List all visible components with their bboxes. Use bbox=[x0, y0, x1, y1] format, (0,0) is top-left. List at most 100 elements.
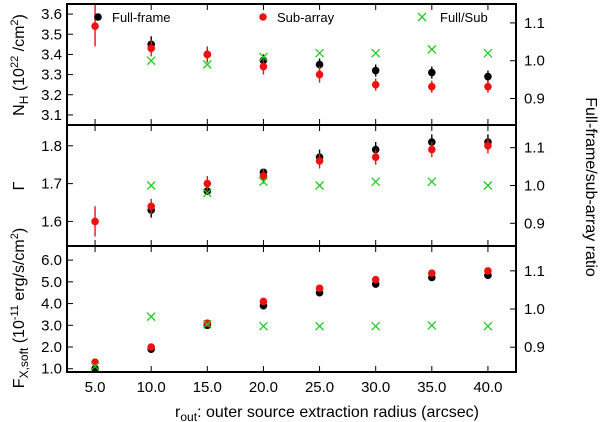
y-tick-label-flux: 4.0 bbox=[41, 296, 62, 313]
y-tick-label-nh: 3.5 bbox=[41, 26, 62, 43]
y-tick-label-flux: 5.0 bbox=[41, 274, 62, 291]
y-tick-label-nh: 3.2 bbox=[41, 87, 62, 104]
legend-marker-sub-array bbox=[259, 13, 267, 21]
data-point-ratio-stroke bbox=[202, 319, 212, 329]
data-point bbox=[203, 319, 212, 327]
legend-label-full-sub: Full/Sub bbox=[440, 10, 488, 25]
panel-nh: 3.1 3.2 3.3 3.4 3.5 3.6 0.9 1.0 1.1 bbox=[41, 3, 545, 126]
data-point bbox=[259, 297, 268, 306]
data-point bbox=[484, 267, 492, 275]
data-point-ratio-stroke bbox=[90, 361, 100, 371]
panel-frame-gamma bbox=[66, 124, 517, 247]
data-point bbox=[371, 153, 380, 161]
data-point bbox=[315, 60, 324, 69]
data-point bbox=[428, 82, 436, 91]
y-tick-label-flux: 3.0 bbox=[41, 317, 62, 334]
series-full-sub-gamma bbox=[146, 177, 493, 198]
series-full-frame-flux bbox=[91, 271, 492, 373]
data-point bbox=[484, 141, 492, 150]
data-point bbox=[91, 22, 99, 30]
panel-frame-flux bbox=[66, 245, 517, 373]
y-tick-label-flux: 6.0 bbox=[41, 252, 62, 269]
x-tick-label: 30.0 bbox=[361, 379, 390, 396]
data-point bbox=[147, 202, 155, 211]
data-point bbox=[147, 44, 155, 53]
data-point-ratio-stroke bbox=[146, 56, 156, 66]
series-sub-array-flux bbox=[91, 267, 492, 367]
data-point-ratio-stroke bbox=[427, 320, 437, 330]
data-point-ratio-stroke bbox=[427, 44, 437, 54]
ratio-tick-label-flux: 0.9 bbox=[524, 339, 545, 356]
y-tick-label-nh: 3.4 bbox=[41, 46, 62, 63]
y-label-nh: NH (1022 /cm2) bbox=[9, 14, 31, 116]
ratio-tick-label-flux: 1.0 bbox=[524, 301, 545, 318]
y-tick-label-gamma: 1.6 bbox=[41, 213, 62, 230]
x-tick-label: 40.0 bbox=[473, 379, 502, 396]
data-point bbox=[91, 358, 99, 367]
panel-gamma: 1.6 1.7 1.8 0.9 1.0 1.1 bbox=[41, 124, 545, 247]
data-point-ratio-stroke bbox=[258, 321, 268, 331]
legend-label-full-frame: Full-frame bbox=[112, 10, 171, 25]
data-point-ratio-stroke bbox=[483, 181, 493, 190]
panels: 3.13.23.33.43.53.60.91.01.11.61.71.80.91… bbox=[41, 3, 545, 396]
data-point-ratio-stroke bbox=[371, 48, 381, 58]
data-point bbox=[203, 50, 212, 59]
x-axis-label: rout: outer source extraction radius (ar… bbox=[175, 404, 479, 422]
x-tick-label: 20.0 bbox=[249, 379, 278, 396]
data-point-ratio-stroke bbox=[146, 181, 156, 190]
y-tick-label-flux: 2.0 bbox=[41, 339, 62, 356]
y-label-gamma: Γ bbox=[11, 181, 28, 190]
data-point bbox=[484, 82, 492, 91]
panel-flux: 1.0 2.0 3.0 4.0 5.0 6.0 0.9 1.0 1.1 bbox=[41, 245, 545, 378]
data-point bbox=[484, 72, 492, 81]
data-point bbox=[428, 269, 436, 277]
data-point bbox=[371, 66, 380, 75]
legend-marker-full-frame bbox=[94, 13, 102, 21]
x-tick-label: 15.0 bbox=[193, 379, 222, 396]
ratio-tick-label-nh: 1.0 bbox=[524, 53, 545, 70]
series-sub-array-gamma bbox=[91, 138, 492, 237]
series-full-sub-flux bbox=[90, 312, 493, 371]
x-tick-label: 5.0 bbox=[85, 379, 106, 396]
data-point bbox=[315, 70, 324, 79]
series-full-frame-gamma bbox=[147, 134, 492, 218]
data-point bbox=[91, 217, 99, 226]
data-point-ratio-stroke bbox=[483, 321, 493, 331]
data-point bbox=[91, 364, 99, 373]
legend: Full-frame Sub-array Full/Sub bbox=[94, 10, 488, 25]
y-tick-label-flux: 1.0 bbox=[41, 361, 62, 378]
data-point-ratio-stroke bbox=[483, 48, 493, 58]
data-point bbox=[259, 172, 268, 180]
data-point-ratio-stroke bbox=[258, 52, 268, 62]
data-point-ratio-stroke bbox=[202, 188, 212, 198]
legend-marker-full-sub bbox=[417, 12, 427, 22]
data-point-ratio-stroke bbox=[315, 181, 325, 190]
data-point bbox=[203, 179, 212, 188]
y-tick-label-gamma: 1.7 bbox=[41, 176, 62, 193]
data-point bbox=[259, 62, 268, 71]
data-point-ratio-stroke bbox=[371, 177, 381, 187]
right-axis-label: Full-frame/sub-array ratio bbox=[582, 97, 599, 277]
y-tick-label-nh: 3.1 bbox=[41, 107, 62, 124]
y-label-flux: FX,soft (10-11 erg/s/cm2) bbox=[9, 228, 31, 388]
x-tick-label: 10.0 bbox=[137, 379, 166, 396]
ratio-tick-label-gamma: 0.9 bbox=[524, 215, 545, 232]
data-point-ratio-stroke bbox=[427, 177, 437, 187]
data-point-ratio-stroke bbox=[315, 321, 325, 331]
data-point-ratio-stroke bbox=[146, 312, 156, 322]
ratio-tick-label-flux: 1.1 bbox=[524, 263, 545, 280]
data-point bbox=[428, 68, 436, 77]
data-point bbox=[371, 275, 380, 284]
data-point-ratio-stroke bbox=[315, 48, 325, 58]
x-tick-label: 25.0 bbox=[305, 379, 334, 396]
data-point bbox=[315, 157, 324, 165]
x-tick-label: 35.0 bbox=[417, 379, 446, 396]
data-point-ratio-stroke bbox=[202, 60, 212, 69]
data-point-ratio-stroke bbox=[258, 177, 268, 187]
y-tick-label-nh: 3.3 bbox=[41, 67, 62, 84]
data-point-ratio-stroke bbox=[371, 321, 381, 331]
data-point bbox=[147, 343, 155, 351]
series-sub-array-nh bbox=[91, 6, 492, 93]
data-point bbox=[371, 80, 380, 89]
